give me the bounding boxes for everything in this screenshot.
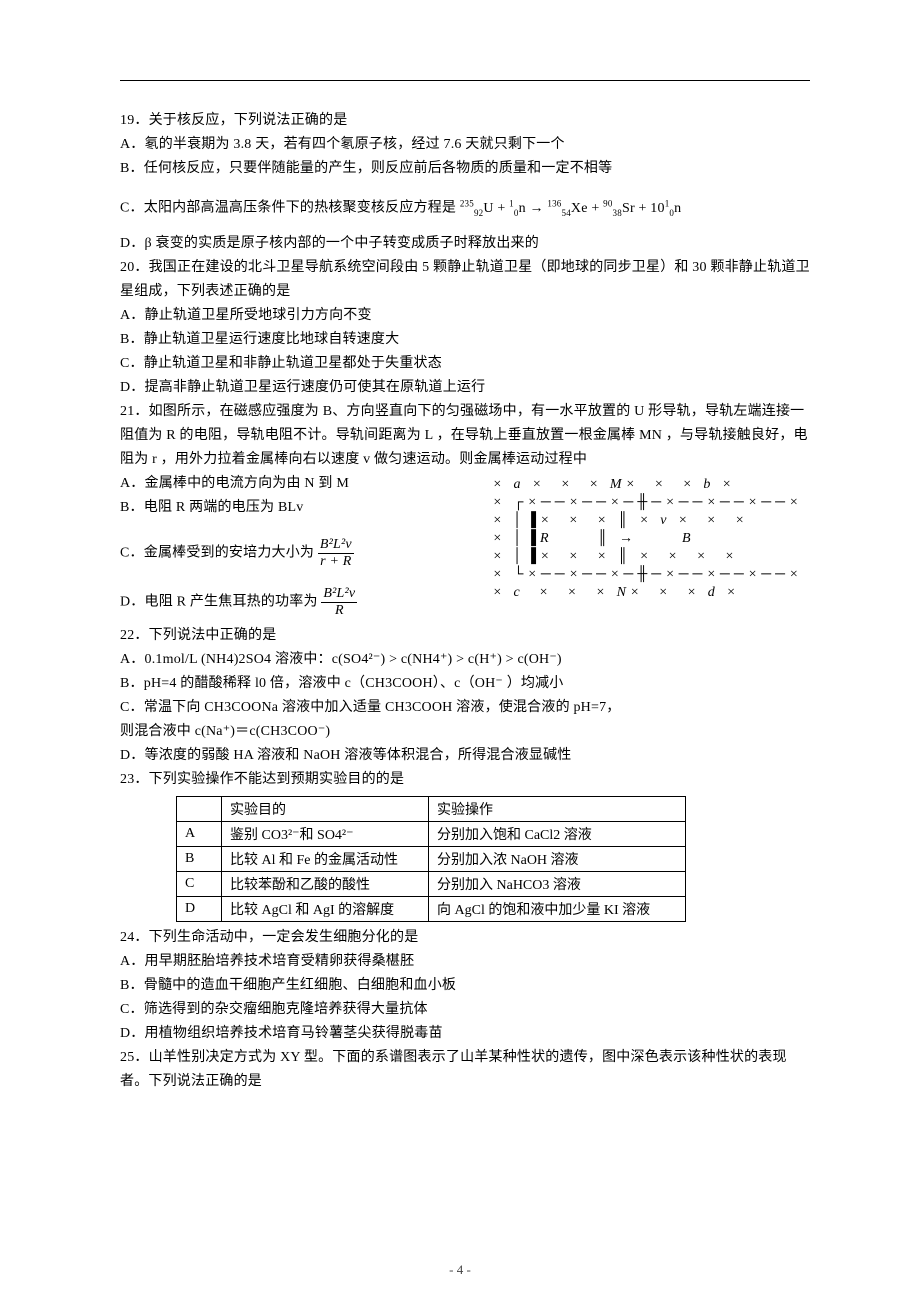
q21-d-formula: B²L²v R — [321, 587, 357, 618]
q21-c-formula-den: r + R — [318, 554, 354, 569]
q19-option-a: A．氡的半衰期为 3.8 天，若有四个氡原子核，经过 7.6 天就只剩下一个 — [120, 133, 810, 157]
table-cell-c-purpose: 比较苯酚和乙酸的酸性 — [222, 872, 429, 897]
q23-table: 实验目的 实验操作 A 鉴别 CO3²⁻和 SO4²⁻ 分别加入饱和 CaCl2… — [176, 796, 686, 922]
page-number: - 4 - — [0, 1262, 920, 1278]
q21-c-prefix: C．金属棒受到的安培力大小为 — [120, 546, 318, 561]
q22-stem: 22．下列说法中正确的是 — [120, 624, 810, 648]
q24-option-b: B．骨髓中的造血干细胞产生红细胞、白细胞和血小板 — [120, 974, 810, 998]
table-cell-d-purpose: 比较 AgCl 和 AgI 的溶解度 — [222, 897, 429, 922]
q21-stem: 21．如图所示，在磁感应强度为 B、方向竖直向下的匀强磁场中，有一水平放置的 U… — [120, 400, 810, 472]
diagram-row-4: × │▐R ║ → B — [493, 530, 810, 548]
q19-option-b: B．任何核反应，只要伴随能量的产生，则反应前后各物质的质量和一定不相等 — [120, 157, 810, 181]
q22-option-d: D．等浓度的弱酸 HA 溶液和 NaOH 溶液等体积混合，所得混合液显碱性 — [120, 744, 810, 768]
diagram-row-6: × └×──×──×─╫─×──×──×──× — [493, 566, 810, 584]
q20-option-b: B．静止轨道卫星运行速度比地球自转速度大 — [120, 328, 810, 352]
table-header-row: 实验目的 实验操作 — [177, 797, 686, 822]
q21-d-formula-num: B²L²v — [321, 587, 357, 603]
q19-option-c-prefix: C．太阳内部高温高压条件下的热核聚变核反应方程是 — [120, 201, 456, 216]
diagram-row-2: × ┌×──×──×─╫─×──×──×──× — [493, 494, 810, 512]
table-row: D 比较 AgCl 和 AgI 的溶解度 向 AgCl 的饱和液中加少量 KI … — [177, 897, 686, 922]
q20-option-a: A．静止轨道卫星所受地球引力方向不变 — [120, 304, 810, 328]
table-cell-b-purpose: 比较 Al 和 Fe 的金属活动性 — [222, 847, 429, 872]
diagram-row-top: × a × × × M× × × b × — [493, 476, 810, 494]
table-row: B 比较 Al 和 Fe 的金属活动性 分别加入浓 NaOH 溶液 — [177, 847, 686, 872]
q21-d-prefix: D．电阻 R 产生焦耳热的功率为 — [120, 595, 321, 610]
table-cell-c-op: 分别加入 NaHCO3 溶液 — [429, 872, 686, 897]
q21-c-formula: B²L²v r + R — [318, 538, 354, 569]
q19-option-c: C．太阳内部高温高压条件下的热核聚变核反应方程是 23592U + 10n → … — [120, 191, 810, 224]
q22-option-a: A．0.1mol/L (NH4)2SO4 溶液中：c(SO4²⁻) > c(NH… — [120, 648, 810, 672]
q19-stem: 19．关于核反应，下列说法正确的是 — [120, 109, 810, 133]
q24-option-d: D．用植物组织培养技术培育马铃薯茎尖获得脱毒苗 — [120, 1022, 810, 1046]
q22-option-c-line2: 则混合液中 c(Na⁺)＝c(CH3COO⁻) — [120, 720, 810, 744]
page-header-rule — [120, 80, 810, 81]
q22-option-b: B．pH=4 的醋酸稀释 l0 倍，溶液中 c（CH3COOH）、c（OH⁻ ）… — [120, 672, 810, 696]
diagram-row-5: × │▐× × × ║ × × × × — [493, 548, 810, 566]
table-row: C 比较苯酚和乙酸的酸性 分别加入 NaHCO3 溶液 — [177, 872, 686, 897]
table-cell-d-op: 向 AgCl 的饱和液中加少量 KI 溶液 — [429, 897, 686, 922]
q20-stem: 20．我国正在建设的北斗卫星导航系统空间段由 5 颗静止轨道卫星（即地球的同步卫… — [120, 256, 810, 304]
diagram-row-3: × │▐× × × ║ × v × × × — [493, 512, 810, 530]
diagram-row-bot: × c × × × N× × × d × — [493, 584, 810, 602]
q21-c-formula-num: B²L²v — [318, 538, 354, 554]
table-cell-d-label: D — [177, 897, 222, 922]
q21-d-formula-den: R — [321, 603, 357, 618]
table-cell-c-label: C — [177, 872, 222, 897]
table-header-blank — [177, 797, 222, 822]
q22-option-c-line1: C．常温下向 CH3COONa 溶液中加入适量 CH3COOH 溶液，使混合液的… — [120, 696, 810, 720]
q24-option-c: C．筛选得到的杂交瘤细胞克隆培养获得大量抗体 — [120, 998, 810, 1022]
table-cell-b-op: 分别加入浓 NaOH 溶液 — [429, 847, 686, 872]
q25-stem: 25．山羊性别决定方式为 XY 型。下面的系谱图表示了山羊某种性状的遗传，图中深… — [120, 1046, 810, 1094]
table-header-purpose: 实验目的 — [222, 797, 429, 822]
table-row: A 鉴别 CO3²⁻和 SO4²⁻ 分别加入饱和 CaCl2 溶液 — [177, 822, 686, 847]
q19-option-d: D．β 衰变的实质是原子核内部的一个中子转变成质子时释放出来的 — [120, 232, 810, 256]
q20-option-d: D．提高非静止轨道卫星运行速度仍可使其在原轨道上运行 — [120, 376, 810, 400]
document-page: 19．关于核反应，下列说法正确的是 A．氡的半衰期为 3.8 天，若有四个氡原子… — [0, 0, 920, 1302]
table-cell-b-label: B — [177, 847, 222, 872]
q23-stem: 23．下列实验操作不能达到预期实验目的的是 — [120, 768, 810, 792]
q20-option-c: C．静止轨道卫星和非静止轨道卫星都处于失重状态 — [120, 352, 810, 376]
q24-stem: 24．下列生命活动中，一定会发生细胞分化的是 — [120, 926, 810, 950]
table-cell-a-op: 分别加入饱和 CaCl2 溶液 — [429, 822, 686, 847]
q21-circuit-diagram: × a × × × M× × × b × × ┌×──×──×─╫─×──×──… — [493, 476, 810, 602]
table-cell-a-label: A — [177, 822, 222, 847]
table-header-operation: 实验操作 — [429, 797, 686, 822]
table-cell-a-purpose: 鉴别 CO3²⁻和 SO4²⁻ — [222, 822, 429, 847]
q19-nuclear-equation: 23592U + 10n → 13654Xe + 9038Sr + 1010n — [460, 201, 681, 216]
q24-option-a: A．用早期胚胎培养技术培育受精卵获得桑椹胚 — [120, 950, 810, 974]
